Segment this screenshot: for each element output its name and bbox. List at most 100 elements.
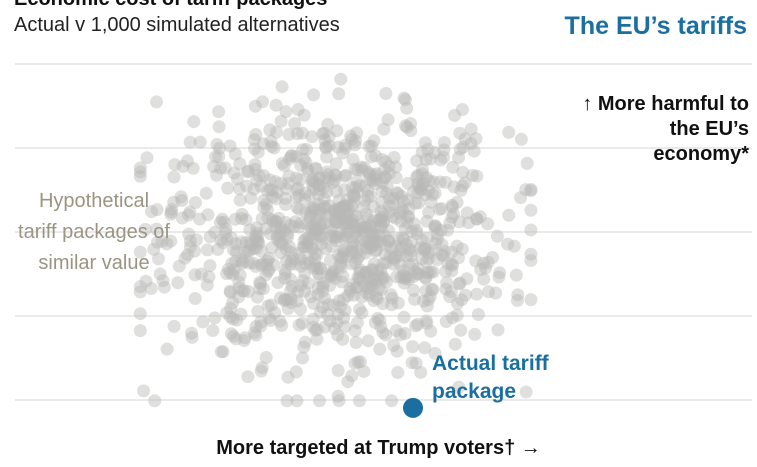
simulated-point	[383, 192, 397, 205]
simulated-point	[251, 229, 265, 243]
simulated-point	[303, 233, 317, 247]
simulated-point	[133, 165, 147, 179]
simulated-point	[241, 370, 255, 384]
simulated-point	[251, 145, 265, 159]
simulated-point	[167, 170, 181, 184]
simulated-point	[279, 182, 293, 196]
simulated-point	[227, 263, 241, 277]
simulated-point	[329, 215, 343, 229]
simulated-point	[212, 120, 226, 134]
simulated-point	[440, 276, 454, 290]
simulated-point	[353, 233, 367, 247]
simulated-point	[511, 288, 525, 302]
simulated-point	[324, 265, 338, 279]
simulated-point	[381, 234, 395, 248]
simulated-point	[368, 238, 382, 252]
simulated-point	[479, 261, 493, 275]
simulated-point	[293, 173, 307, 187]
simulated-point	[226, 243, 240, 257]
simulated-point	[270, 232, 284, 246]
simulated-point	[348, 356, 362, 370]
simulated-point	[214, 233, 228, 247]
simulated-point	[376, 215, 390, 229]
simulated-point	[371, 264, 385, 278]
simulated-point	[297, 240, 311, 254]
simulated-point	[341, 375, 355, 389]
simulated-point	[402, 242, 416, 256]
simulated-point	[311, 178, 325, 192]
simulated-point	[374, 235, 388, 249]
simulated-point	[327, 298, 341, 312]
simulated-point	[311, 266, 325, 280]
simulated-point	[393, 206, 407, 220]
simulated-point	[250, 236, 264, 250]
simulated-point	[261, 299, 275, 313]
simulated-point	[239, 213, 253, 227]
simulated-point	[424, 243, 438, 257]
simulated-point	[367, 273, 381, 286]
simulated-point	[524, 184, 538, 198]
simulated-point	[452, 380, 466, 394]
simulated-point	[247, 182, 261, 196]
simulated-point	[386, 210, 399, 224]
simulated-point	[307, 175, 321, 189]
simulated-point	[382, 159, 396, 173]
simulated-point	[311, 223, 325, 237]
simulated-point	[363, 271, 377, 285]
simulated-point	[364, 189, 378, 203]
simulated-point	[455, 293, 469, 307]
simulated-point	[228, 147, 242, 161]
simulated-point	[362, 288, 376, 302]
simulated-point	[359, 241, 373, 254]
simulated-point	[356, 224, 370, 238]
simulated-point	[413, 241, 427, 255]
simulated-point	[509, 268, 523, 282]
simulated-point	[317, 276, 331, 290]
simulated-point	[273, 226, 287, 240]
simulated-point	[350, 316, 364, 330]
simulated-point	[289, 365, 303, 379]
simulated-point	[309, 162, 323, 176]
simulated-point	[307, 202, 321, 216]
simulated-point	[437, 136, 451, 150]
simulated-point	[318, 291, 331, 305]
simulated-point	[321, 118, 335, 131]
simulated-point	[362, 231, 376, 245]
simulated-point	[389, 270, 403, 284]
simulated-point	[372, 282, 386, 296]
simulated-point	[384, 241, 398, 254]
simulated-point	[410, 170, 424, 184]
simulated-point	[150, 222, 163, 236]
simulated-point	[379, 275, 393, 289]
simulated-point	[382, 234, 396, 248]
simulated-point	[332, 206, 346, 220]
simulated-point	[360, 286, 373, 300]
simulated-point	[361, 166, 375, 180]
simulated-point	[304, 290, 318, 304]
simulated-point	[249, 320, 263, 334]
simulated-point	[319, 140, 333, 154]
simulated-point	[337, 199, 351, 213]
simulated-point	[335, 200, 349, 214]
simulated-point	[293, 202, 306, 216]
simulated-point	[254, 244, 268, 258]
simulated-point	[264, 298, 278, 312]
simulated-point	[373, 342, 387, 356]
simulated-point	[226, 267, 240, 281]
simulated-point	[345, 132, 359, 146]
simulated-point	[524, 254, 538, 267]
simulated-point	[266, 215, 280, 229]
simulated-point	[417, 241, 431, 255]
simulated-point	[439, 265, 453, 278]
simulated-point	[290, 394, 304, 408]
simulated-point	[374, 221, 388, 234]
simulated-point	[350, 209, 363, 223]
simulated-point	[285, 279, 299, 293]
simulated-point	[383, 205, 397, 219]
simulated-point	[407, 283, 420, 297]
simulated-point	[224, 301, 238, 315]
simulated-point	[418, 136, 432, 150]
simulated-point	[237, 255, 251, 269]
simulated-point	[346, 235, 360, 249]
simulated-point	[279, 198, 292, 211]
